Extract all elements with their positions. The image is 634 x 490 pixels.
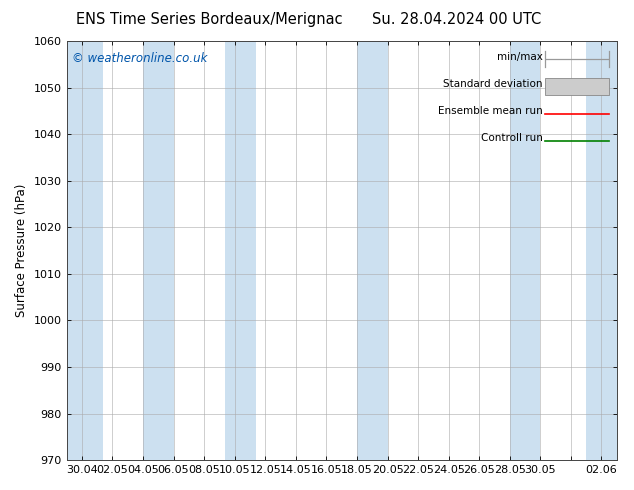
Text: Su. 28.04.2024 00 UTC: Su. 28.04.2024 00 UTC [372, 12, 541, 27]
Bar [226, 41, 256, 460]
Y-axis label: Surface Pressure (hPa): Surface Pressure (hPa) [15, 184, 28, 318]
Text: © weatheronline.co.uk: © weatheronline.co.uk [72, 51, 207, 65]
Bar [67, 41, 103, 460]
Bar [143, 41, 174, 460]
Text: Standard deviation: Standard deviation [443, 79, 543, 89]
Text: Ensemble mean run: Ensemble mean run [437, 106, 543, 116]
Bar [545, 78, 609, 95]
Text: Controll run: Controll run [481, 133, 543, 143]
Bar [357, 41, 387, 460]
Text: min/max: min/max [496, 51, 543, 62]
Bar [510, 41, 540, 460]
Bar [586, 41, 617, 460]
Text: ENS Time Series Bordeaux/Merignac: ENS Time Series Bordeaux/Merignac [76, 12, 342, 27]
